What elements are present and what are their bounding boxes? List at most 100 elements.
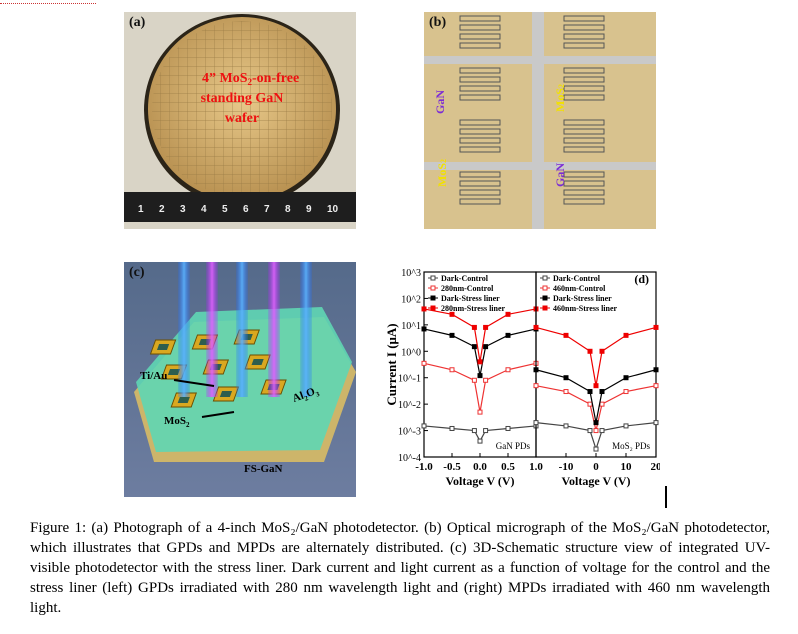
y-tick-label: 10^-1 bbox=[398, 374, 421, 385]
data-point bbox=[471, 344, 477, 350]
y-tick-label: 10^3 bbox=[401, 268, 421, 279]
legend-label: Dark-Control bbox=[441, 274, 489, 283]
label-mos2: MoS2 bbox=[164, 415, 190, 429]
wafer-text-line1: 4” MoS2-on-free bbox=[202, 71, 299, 87]
data-point bbox=[587, 348, 593, 354]
x-axis-label: Voltage V (V) bbox=[561, 474, 630, 488]
ruler-number: 4 bbox=[201, 204, 207, 215]
panel-a-label: (a) bbox=[129, 15, 146, 30]
x-tick-label: 0.0 bbox=[473, 461, 487, 473]
data-point bbox=[587, 401, 593, 407]
ruler-numbers: 1 2 3 4 5 6 7 8 9 10 bbox=[138, 204, 339, 215]
panel-b-label: (b) bbox=[429, 15, 447, 30]
data-point bbox=[533, 420, 539, 426]
data-point bbox=[477, 438, 483, 444]
data-point bbox=[483, 428, 489, 434]
data-point bbox=[593, 420, 599, 426]
text-cursor bbox=[665, 486, 667, 508]
data-point bbox=[533, 367, 539, 373]
legend-label: 460nm-Stress liner bbox=[553, 304, 618, 313]
label-ti-au: Ti/Au bbox=[140, 370, 167, 382]
data-point bbox=[587, 389, 593, 395]
subplot-name: MoS₂ PDs bbox=[612, 441, 650, 451]
data-point bbox=[505, 311, 511, 317]
data-point bbox=[653, 367, 659, 373]
ruler-number: 8 bbox=[285, 204, 291, 215]
legend-label: Dark-Stress liner bbox=[441, 294, 500, 303]
label-mos2-left: MoS2 bbox=[435, 159, 449, 187]
ruler-number: 10 bbox=[327, 204, 339, 215]
data-point bbox=[563, 423, 569, 429]
legend-label: 280nm-Control bbox=[441, 284, 494, 293]
data-point bbox=[449, 425, 455, 431]
legend-marker bbox=[542, 285, 548, 291]
data-point bbox=[593, 446, 599, 452]
data-point bbox=[471, 377, 477, 383]
ruler-number: 3 bbox=[180, 204, 186, 215]
data-point bbox=[653, 324, 659, 330]
light-beam bbox=[300, 262, 312, 397]
ruler-number: 1 bbox=[138, 204, 144, 215]
x-tick-label: 0.5 bbox=[501, 461, 515, 473]
data-point bbox=[593, 383, 599, 389]
data-point bbox=[449, 311, 455, 317]
data-point bbox=[421, 360, 427, 366]
y-tick-label: 10^-4 bbox=[398, 453, 421, 464]
ruler-number: 7 bbox=[264, 204, 270, 215]
electrode-combs bbox=[459, 15, 605, 205]
data-point bbox=[599, 389, 605, 395]
legend-label: 460nm-Control bbox=[553, 284, 606, 293]
y-tick-label: 10^-3 bbox=[398, 427, 421, 438]
subplot-name: GaN PDs bbox=[496, 441, 531, 451]
x-tick-label: 20 bbox=[651, 461, 661, 473]
x-tick-label: 0 bbox=[593, 461, 599, 473]
data-point bbox=[599, 348, 605, 354]
y-tick-label: 10^2 bbox=[401, 294, 421, 305]
series-line bbox=[423, 362, 537, 413]
label-mos2-right: MoS2 bbox=[553, 84, 567, 112]
ruler-number: 6 bbox=[243, 204, 249, 215]
legend-marker bbox=[542, 295, 548, 301]
x-tick-label: -1.0 bbox=[415, 461, 433, 473]
data-point bbox=[505, 332, 511, 338]
light-beam bbox=[206, 262, 218, 397]
panel-d-label: (d) bbox=[634, 272, 649, 286]
data-point bbox=[563, 332, 569, 338]
data-point bbox=[653, 383, 659, 389]
data-point bbox=[505, 425, 511, 431]
label-fs-gan: FS-GaN bbox=[244, 463, 283, 475]
data-point bbox=[505, 367, 511, 373]
data-point bbox=[563, 389, 569, 395]
data-point bbox=[599, 401, 605, 407]
data-point bbox=[587, 428, 593, 434]
y-axis-label: Current I (μA) bbox=[384, 323, 399, 405]
arrow-ti-au bbox=[173, 379, 215, 387]
wafer-photo: 4” MoS2-on-free standing GaN wafer 1 2 3 4 5… bbox=[124, 14, 356, 222]
series-line bbox=[423, 308, 537, 362]
data-point bbox=[471, 428, 477, 434]
panel-c-label: (c) bbox=[129, 265, 145, 280]
light-beam bbox=[236, 262, 248, 397]
legend-marker bbox=[542, 305, 548, 311]
wafer-text-line3: wafer bbox=[225, 111, 259, 126]
ruler-number: 5 bbox=[222, 204, 228, 215]
y-tick-label: 10^0 bbox=[401, 347, 421, 358]
series-line bbox=[535, 326, 657, 386]
data-point bbox=[563, 375, 569, 381]
data-point bbox=[623, 332, 629, 338]
data-point bbox=[623, 389, 629, 395]
decorative-dotted-line bbox=[0, 3, 96, 4]
data-point bbox=[483, 344, 489, 350]
figure-caption: Figure 1: (a) Photograph of a 4-inch MoS… bbox=[30, 520, 770, 616]
x-tick-label: -0.5 bbox=[443, 461, 461, 473]
panel-a-wafer-photo: 4” MoS2-on-free standing GaN wafer 1 2 3 4 5… bbox=[124, 12, 356, 229]
legend-marker bbox=[430, 305, 436, 311]
y-tick-label: 10^-2 bbox=[398, 400, 421, 411]
arrow-mos2 bbox=[201, 411, 235, 418]
legend-label: Dark-Control bbox=[553, 274, 601, 283]
y-tick-label: 10^1 bbox=[401, 321, 421, 332]
legend-label: Dark-Stress liner bbox=[553, 294, 612, 303]
data-point bbox=[477, 359, 483, 365]
data-point bbox=[653, 420, 659, 426]
data-point bbox=[477, 373, 483, 379]
